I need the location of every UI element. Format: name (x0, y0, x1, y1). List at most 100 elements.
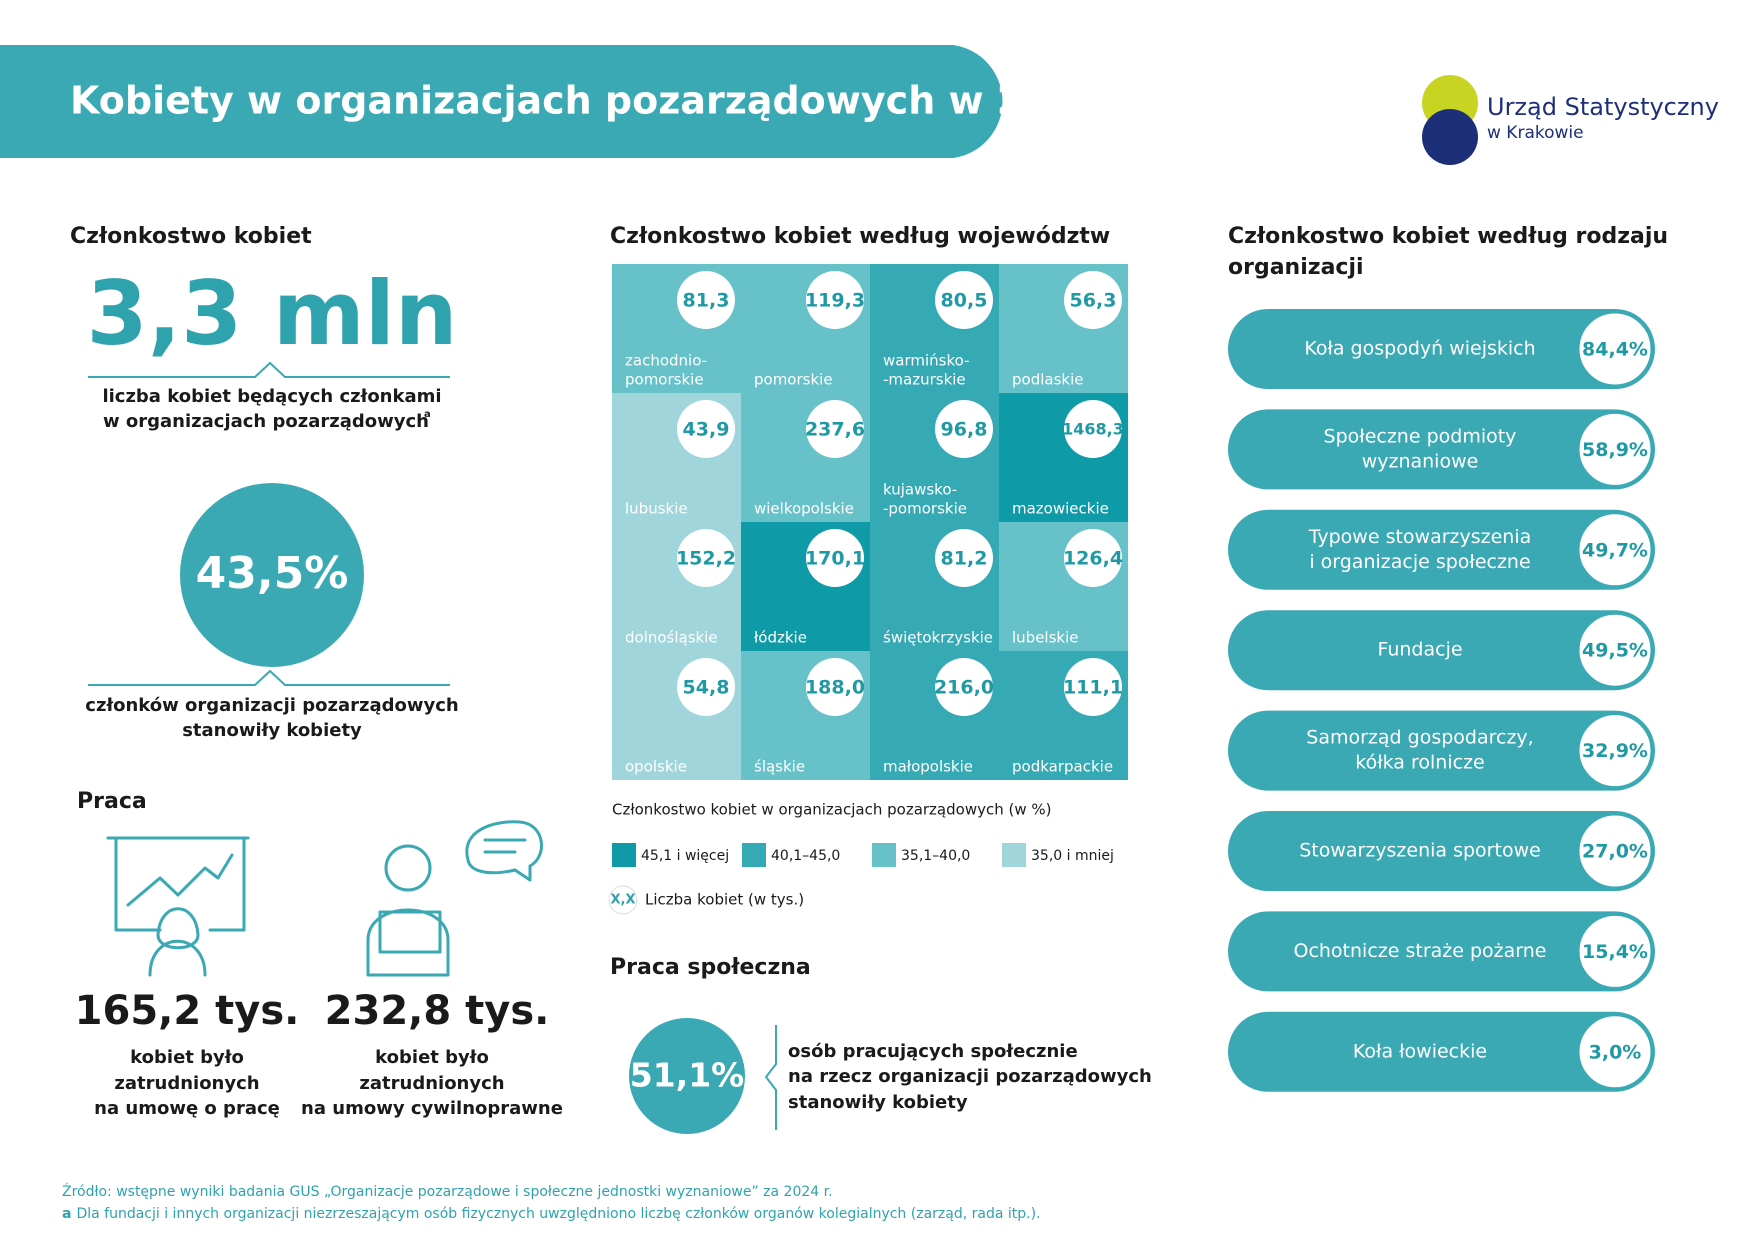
org-pill (1228, 509, 1655, 590)
org-label: Koła gospodyń wiejskich (1304, 338, 1535, 360)
org-pill (1228, 1011, 1655, 1092)
legend-swatch (1002, 843, 1026, 867)
region-name: lubuskie (625, 500, 688, 518)
org-value: 3,0% (1589, 1041, 1642, 1063)
section-heading: Członkostwo kobiet według rodzaju (1228, 224, 1668, 249)
caption: na umowy cywilnoprawne (301, 1098, 563, 1119)
value-circle (935, 271, 993, 329)
page-title: Kobiety w organizacjach pozarządowych w … (70, 79, 1144, 123)
caption: zatrudnionych (359, 1073, 504, 1094)
region-value: 188,0 (805, 677, 865, 699)
value-circle (1064, 271, 1122, 329)
caption: zatrudnionych (114, 1073, 259, 1094)
footnote-mark: a (62, 1206, 71, 1222)
value-circle (1576, 611, 1654, 689)
org-value: 49,5% (1582, 640, 1648, 662)
region-value: 56,3 (1070, 290, 1117, 312)
caption: kobiet było (130, 1047, 244, 1068)
region-name: -pomorskie (883, 500, 967, 518)
org-pill (1228, 811, 1655, 891)
value-circle (806, 658, 864, 716)
region-value: 80,5 (941, 290, 988, 312)
legend-title: Członkostwo kobiet w organizacjach pozar… (612, 801, 1051, 819)
region-value: 170,1 (805, 548, 865, 570)
icon-office (106, 836, 250, 977)
divider (764, 1025, 777, 1130)
region-name: -mazurskie (883, 371, 966, 389)
org-value: 15,4% (1582, 941, 1648, 963)
region-name: śląskie (754, 758, 805, 776)
region-name: świętokrzyskie (883, 629, 993, 647)
caption: stanowiły kobiety (788, 1092, 968, 1113)
org-label: kółka rolnicze (1355, 752, 1484, 774)
section-heading: organizacji (1228, 255, 1364, 280)
org-pill (1228, 309, 1655, 389)
value-circle (1576, 1013, 1654, 1091)
org-pill (1228, 610, 1655, 691)
logo-mark (1422, 109, 1478, 165)
logo-text: w Krakowie (1487, 123, 1584, 143)
caption: kobiet było (375, 1047, 489, 1068)
region-name: wielkopolskie (754, 500, 854, 518)
region-name: dolnośląskie (625, 629, 718, 647)
value-circle (935, 400, 993, 458)
caption: osób pracujących społecznie (788, 1041, 1078, 1062)
legend-label: 45,1 i więcej (641, 848, 729, 864)
org-label: Stowarzyszenia sportowe (1299, 840, 1541, 862)
region-value: 119,3 (805, 290, 865, 312)
value-circle (1576, 912, 1654, 990)
region-value: 54,8 (683, 677, 730, 699)
region-name: pomorskie (754, 371, 833, 389)
share-value: 51,1% (630, 1056, 745, 1095)
region-value: 152,2 (676, 548, 736, 570)
caption: członków organizacji pozarządowych (85, 695, 458, 716)
section-heading: Praca społeczna (610, 955, 811, 980)
legend-swatch (742, 843, 766, 867)
big-number: 3,3 mln (86, 262, 457, 365)
org-value: 84,4% (1582, 339, 1648, 361)
value-circle (677, 400, 735, 458)
legend-label: 40,1–45,0 (771, 848, 840, 864)
region-name: podkarpackie (1012, 758, 1113, 776)
region-name: podlaskie (1012, 371, 1083, 389)
share-circle (629, 1018, 745, 1134)
caption: na umowę o pracę (94, 1098, 280, 1119)
section-heading: Członkostwo kobiet (70, 224, 312, 249)
caption: na rzecz organizacji pozarządowych (788, 1066, 1152, 1087)
section-heading: Praca (77, 789, 147, 814)
section-heading: Członkostwo kobiet według województw (610, 224, 1110, 249)
value-circle (806, 529, 864, 587)
region-value: 111,1 (1063, 677, 1123, 699)
region-value: 1468,3 (1062, 420, 1124, 439)
divider (88, 669, 450, 686)
value-circle (806, 400, 864, 458)
region-name: mazowieckie (1012, 500, 1109, 518)
org-label: i organizacje społeczne (1309, 551, 1530, 573)
value-circle (1064, 400, 1122, 458)
value-circle (677, 529, 735, 587)
legend-label: 35,0 i mniej (1031, 848, 1114, 864)
region-name: małopolskie (883, 758, 973, 776)
legend-swatch (872, 843, 896, 867)
region-name: lubelskie (1012, 629, 1079, 647)
value-circle (1576, 511, 1654, 589)
region-value: 126,4 (1063, 548, 1123, 570)
org-value: 32,9% (1582, 740, 1648, 762)
org-label: Typowe stowarzyszenia (1308, 526, 1532, 548)
region-name: kujawsko- (883, 481, 957, 499)
caption: w organizacjach pozarządowych (103, 411, 429, 432)
icon-laptop (366, 820, 543, 977)
region-grid: 81,3 zachodnio-pomorskie 119,3 pomorskie 80,… (612, 264, 1128, 780)
org-label: Fundacje (1377, 639, 1462, 661)
value-circle (677, 271, 735, 329)
value-circle (1576, 812, 1654, 890)
org-pill (1228, 911, 1655, 992)
footnote-text: Dla fundacji i innych organizacji niezrz… (76, 1206, 1040, 1222)
region-name: warmińsko- (883, 352, 969, 370)
footnote: a Dla fundacji i innych organizacji niezr… (62, 1206, 1041, 1222)
caption: liczba kobiet będących członkami (102, 386, 441, 407)
org-label: Ochotnicze straże pożarne (1293, 940, 1546, 962)
region-value: 81,2 (941, 548, 988, 570)
org-pill (1228, 710, 1655, 791)
